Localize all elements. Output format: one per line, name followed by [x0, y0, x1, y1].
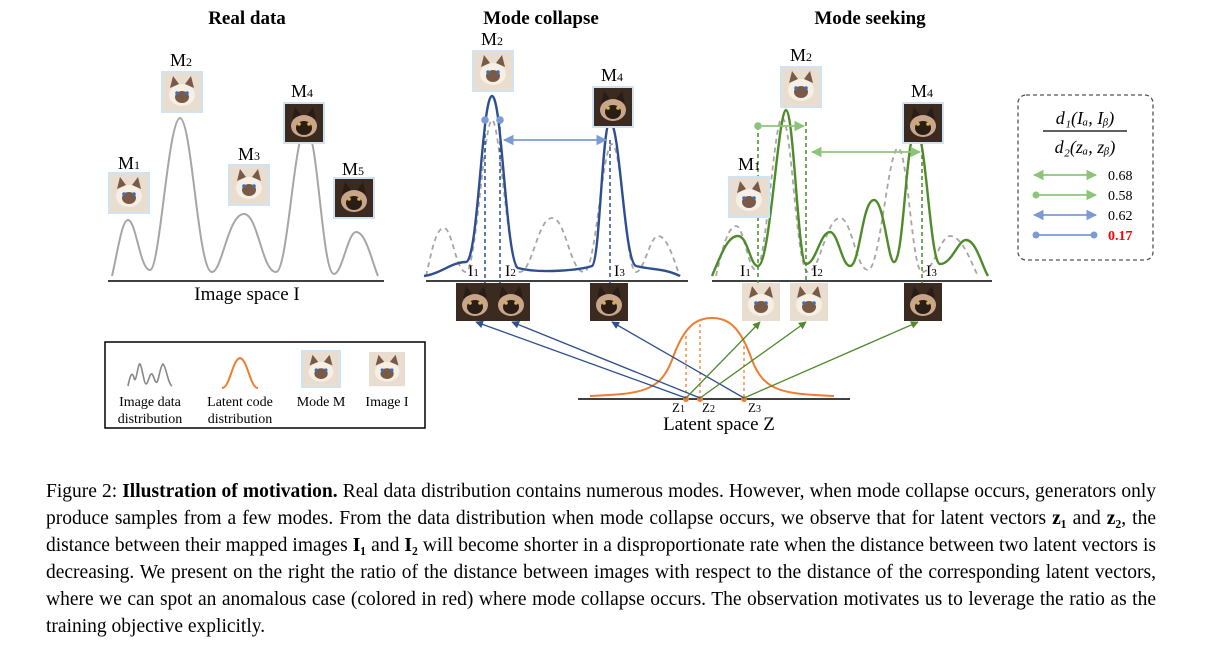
ratio-row4-dot-left: [1032, 231, 1040, 239]
real-data-title: Real data: [208, 8, 286, 29]
map-z1-to-collapse-i1: [475, 320, 687, 399]
real-data-distribution-curve: [111, 116, 379, 277]
seeking-image-i1: [742, 283, 780, 321]
ratio-row2-value: 0.58: [1108, 189, 1133, 204]
mode-m1-image: [108, 172, 150, 214]
mode-collapse-title: Mode collapse: [483, 8, 599, 29]
mode-m2-label: M2: [170, 50, 192, 70]
legend-mode-image-icon: [301, 350, 341, 388]
image-space-label: Image space I: [194, 284, 300, 305]
seeking-m1-label: M1: [738, 154, 760, 174]
collapse-m2-label: M2: [481, 29, 503, 49]
seeking-i2-label: I2: [812, 263, 823, 280]
ratio-row1-value: 0.68: [1108, 169, 1133, 184]
collapse-generated-distribution-curve: [423, 94, 681, 278]
ratio-numerator: d₁(Iₐ, Iᵦ): [1056, 108, 1115, 129]
caption-z2: z₂: [1106, 508, 1122, 529]
collapse-image-i3: [590, 283, 628, 321]
caption-prefix: Figure 2:: [46, 481, 123, 502]
latent-z3-label: Z3: [748, 400, 761, 415]
collapse-i1-label: I1: [468, 263, 479, 280]
legend-item3: Mode M: [297, 395, 346, 410]
collapse-real-distribution-curve: [425, 119, 681, 277]
latent-space-label: Latent space Z: [663, 414, 775, 435]
collapse-i2-point: [496, 116, 504, 124]
collapse-i3-label: I3: [614, 263, 625, 280]
ratio-row3-value: 0.62: [1108, 209, 1133, 224]
mode-m3-image: [228, 164, 270, 206]
map-z3-to-seeking-i3: [743, 321, 919, 399]
latent-z2-label: Z2: [702, 400, 715, 415]
mode-seeking-title: Mode seeking: [814, 8, 926, 29]
map-z3-to-collapse-i3: [611, 321, 745, 399]
collapse-image-i1: [456, 283, 494, 321]
seeking-m4-label: M4: [911, 81, 933, 101]
seeking-real-distribution-curve: [715, 117, 979, 277]
seeking-mode-m2-image: [780, 66, 822, 108]
collapse-mode-m2-image: [472, 50, 514, 92]
caption-text-3: will become shorter in a disproportionat…: [46, 535, 1156, 637]
seeking-image-i2: [790, 283, 828, 321]
collapse-i1-point: [481, 116, 489, 124]
seeking-i3-label: I3: [926, 263, 937, 280]
collapse-image-i2: [492, 283, 530, 321]
caption-text-2: , the distance between their mapped imag…: [46, 508, 1157, 556]
latent-z1-label: Z1: [672, 400, 685, 415]
caption-i2: I₂: [404, 535, 418, 556]
caption-i1: I₁: [352, 535, 367, 556]
latent-code-distribution-curve: [589, 316, 835, 397]
seeking-mode-m4-image: [902, 102, 944, 144]
legend-box: [104, 341, 426, 429]
mode-m5-image: [333, 177, 375, 219]
ratio-row4-dot-right: [1090, 231, 1098, 239]
caption-text-1: Real data distribution contains numerous…: [46, 481, 1156, 529]
collapse-mode-m4-image: [592, 86, 634, 128]
caption-z1: z₁: [1052, 508, 1067, 529]
seeking-mode-m1-image: [728, 176, 770, 218]
ratio-denominator: d₂(zₐ, zᵦ): [1055, 137, 1116, 158]
seeking-m2-label: M2: [790, 45, 812, 65]
ratio-row4-value: 0.17: [1108, 229, 1133, 244]
mode-m5-label: M5: [342, 159, 364, 179]
seeking-image-i3: [904, 283, 942, 321]
legend-item1-line2: distribution: [118, 412, 183, 427]
legend-latent-code-icon: [221, 356, 259, 389]
mode-m4-label: M4: [291, 81, 313, 101]
seeking-generated-distribution-curve: [710, 108, 990, 277]
legend-image-icon: [369, 352, 406, 387]
legend-image-data-icon: [127, 363, 173, 387]
legend-item2-line2: distribution: [208, 412, 273, 427]
map-z2-to-collapse-i2: [511, 321, 701, 399]
map-z2-to-seeking-i2: [699, 321, 807, 399]
mode-m3-label: M3: [238, 144, 260, 164]
mode-m4-image: [283, 102, 325, 144]
figure-caption: Figure 2: Illustration of motivation. Re…: [46, 478, 1156, 640]
caption-and-2: and: [366, 535, 405, 556]
caption-bold-title: Illustration of motivation.: [122, 481, 338, 502]
legend-item1-line1: Image data: [119, 395, 182, 410]
seeking-i1-label: I1: [740, 263, 751, 280]
legend-item4: Image I: [365, 395, 408, 410]
seeking-i1-point: [754, 122, 762, 130]
mode-m2-image: [161, 71, 203, 113]
collapse-m4-label: M4: [601, 65, 623, 85]
motivation-figure: Real data Mode collapse Mode seeking Ima…: [104, 8, 1154, 435]
caption-and-1: and: [1066, 508, 1107, 529]
map-z1-to-seeking-i1: [685, 321, 761, 399]
legend-item2-line1: Latent code: [207, 395, 273, 410]
mode-m1-label: M1: [118, 153, 140, 173]
ratio-box: [1017, 94, 1154, 261]
ratio-row2-dot: [1032, 191, 1040, 199]
collapse-i2-label: I2: [505, 263, 516, 280]
